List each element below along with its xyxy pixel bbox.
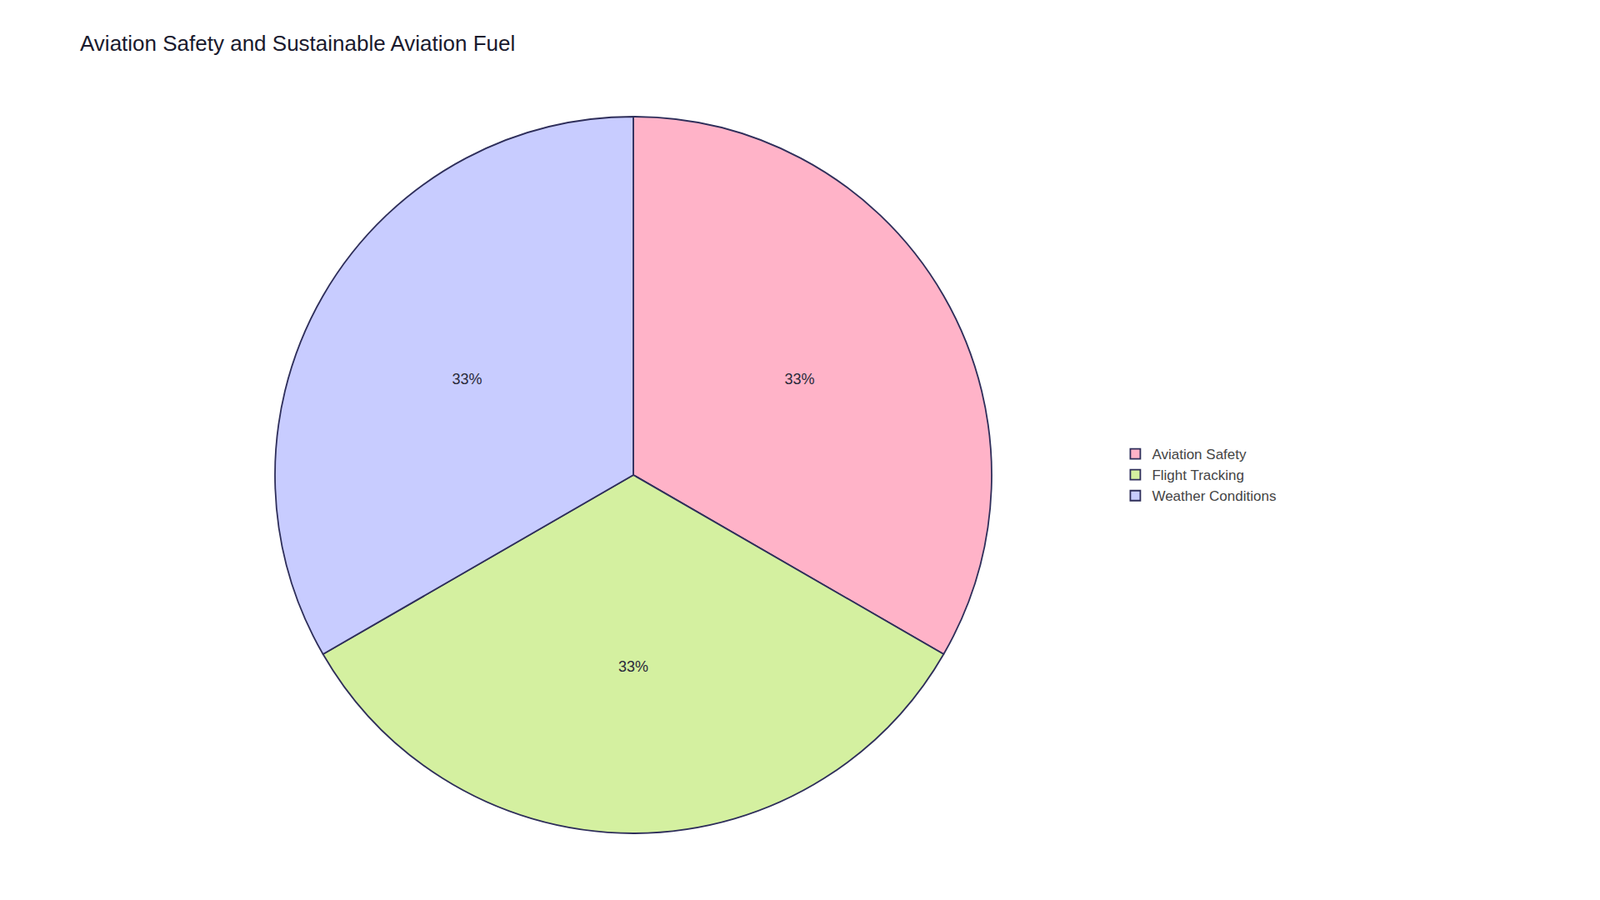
svg-text:Aviation Safety: Aviation Safety <box>1151 446 1247 463</box>
svg-text:33%: 33% <box>618 658 649 675</box>
svg-text:Aviation Safety and Sustainabl: Aviation Safety and Sustainable Aviation… <box>80 30 515 56</box>
svg-text:33%: 33% <box>451 370 482 388</box>
svg-text:Flight Tracking: Flight Tracking <box>1151 467 1245 484</box>
svg-text:33%: 33% <box>785 370 815 388</box>
svg-text:Weather Conditions: Weather Conditions <box>1151 488 1276 505</box>
